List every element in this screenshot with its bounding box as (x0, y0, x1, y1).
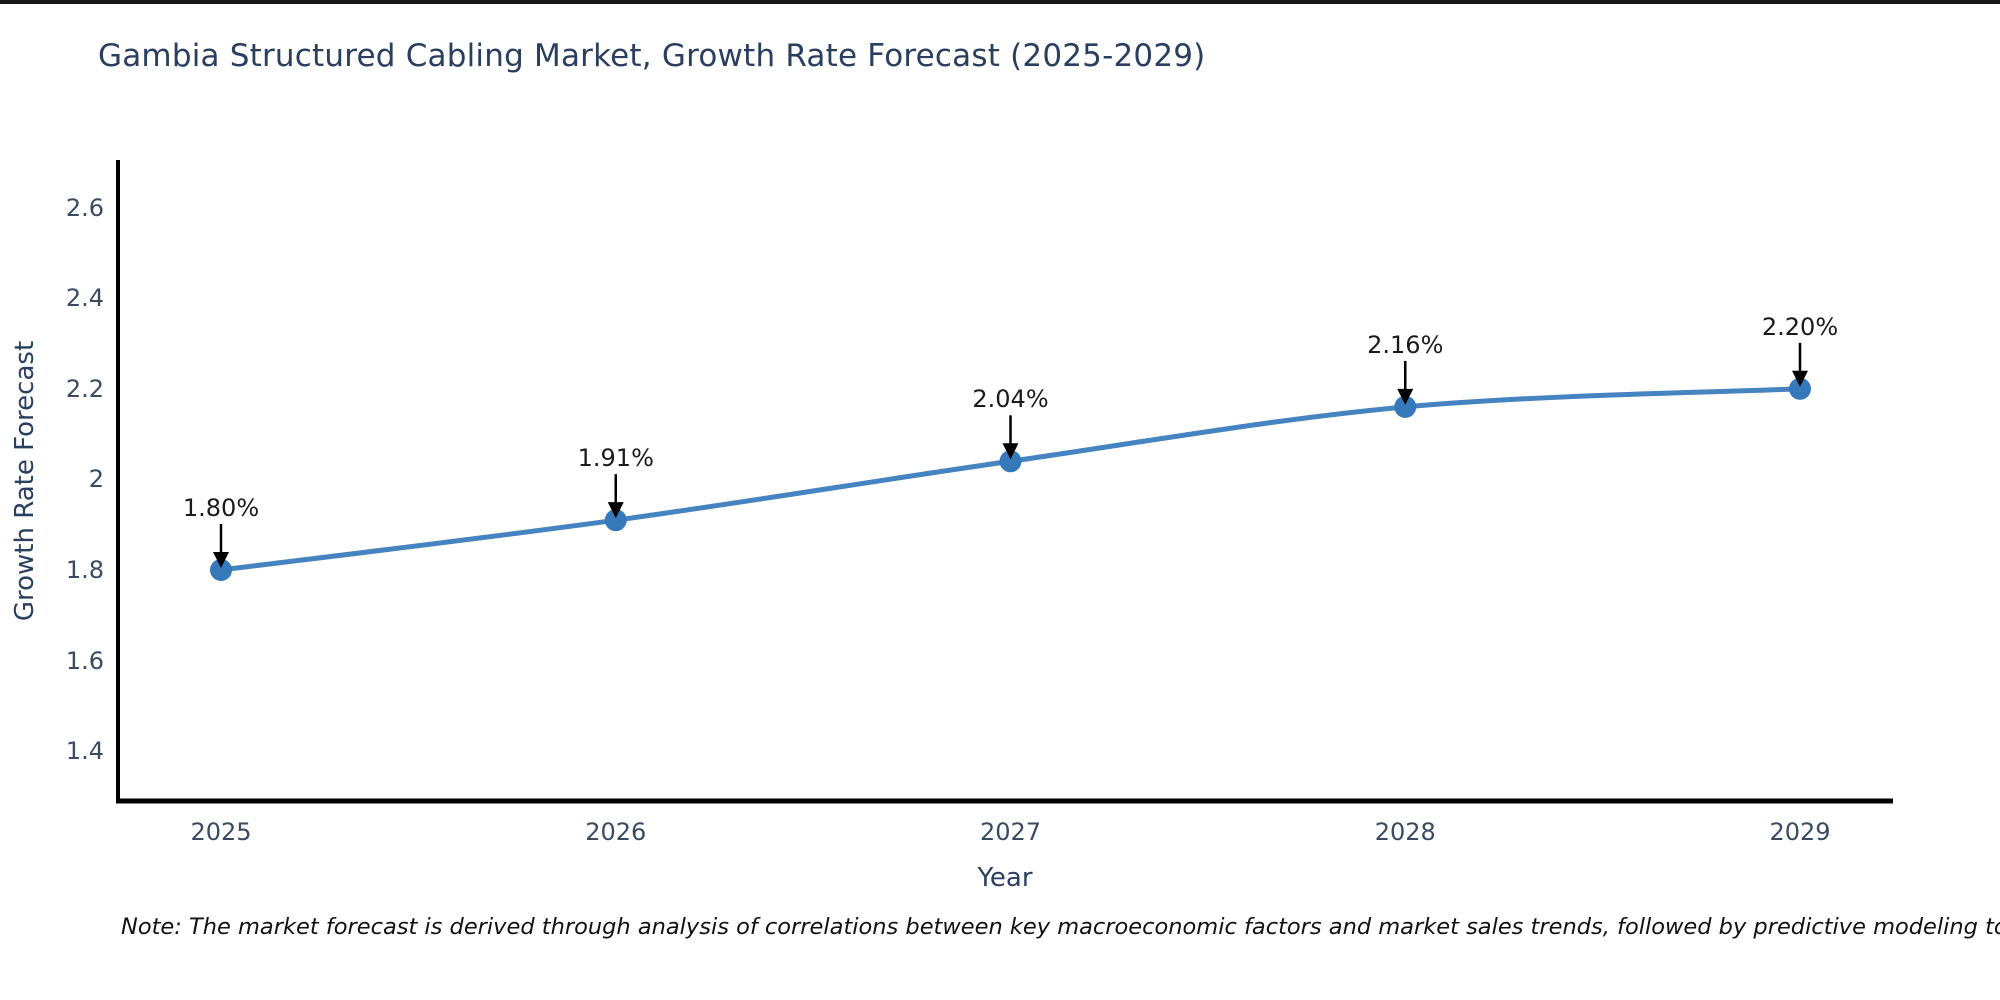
y-tick-label: 2.6 (65, 193, 104, 222)
annotation-arrowhead (1002, 443, 1019, 460)
annotation-label: 2.16% (1367, 330, 1444, 359)
footnote: Note: The market forecast is derived thr… (121, 914, 2000, 940)
annotation-label: 1.91% (577, 444, 654, 473)
data-point-marker (1394, 395, 1417, 418)
annotation-label: 2.20% (1761, 312, 1839, 341)
annotation-arrowhead (1792, 370, 1808, 387)
y-tick-label: 2.4 (65, 284, 104, 313)
y-axis-title: Growth Rate Forecast (10, 340, 40, 622)
data-point-marker (604, 509, 627, 532)
y-tick-label: 2.2 (65, 374, 104, 403)
x-tick-label: 2027 (979, 818, 1042, 846)
x-tick-label: 2026 (585, 818, 647, 846)
y-tick-label: 1.4 (65, 737, 104, 766)
x-tick-label: 2025 (190, 818, 252, 846)
annotation-label: 1.80% (182, 494, 260, 522)
data-point-marker (999, 450, 1022, 473)
x-tick-label: 2029 (1769, 818, 1831, 846)
annotation-arrowhead (607, 502, 624, 519)
annotation-arrowhead (213, 552, 229, 568)
window-top-edge (0, 0, 2000, 4)
y-tick-label: 1.8 (65, 556, 104, 584)
x-axis-title: Year (977, 863, 1033, 893)
x-tick-label: 2028 (1374, 818, 1436, 846)
y-tick-label: 1.6 (65, 646, 104, 675)
chart-title: Gambia Structured Cabling Market, Growth… (98, 38, 1206, 74)
data-point-marker (210, 559, 232, 581)
annotation-label: 2.04% (972, 385, 1049, 414)
data-point-marker (1789, 377, 1811, 400)
y-tick-label: 2 (88, 465, 104, 494)
annotation-arrowhead (1397, 388, 1414, 405)
